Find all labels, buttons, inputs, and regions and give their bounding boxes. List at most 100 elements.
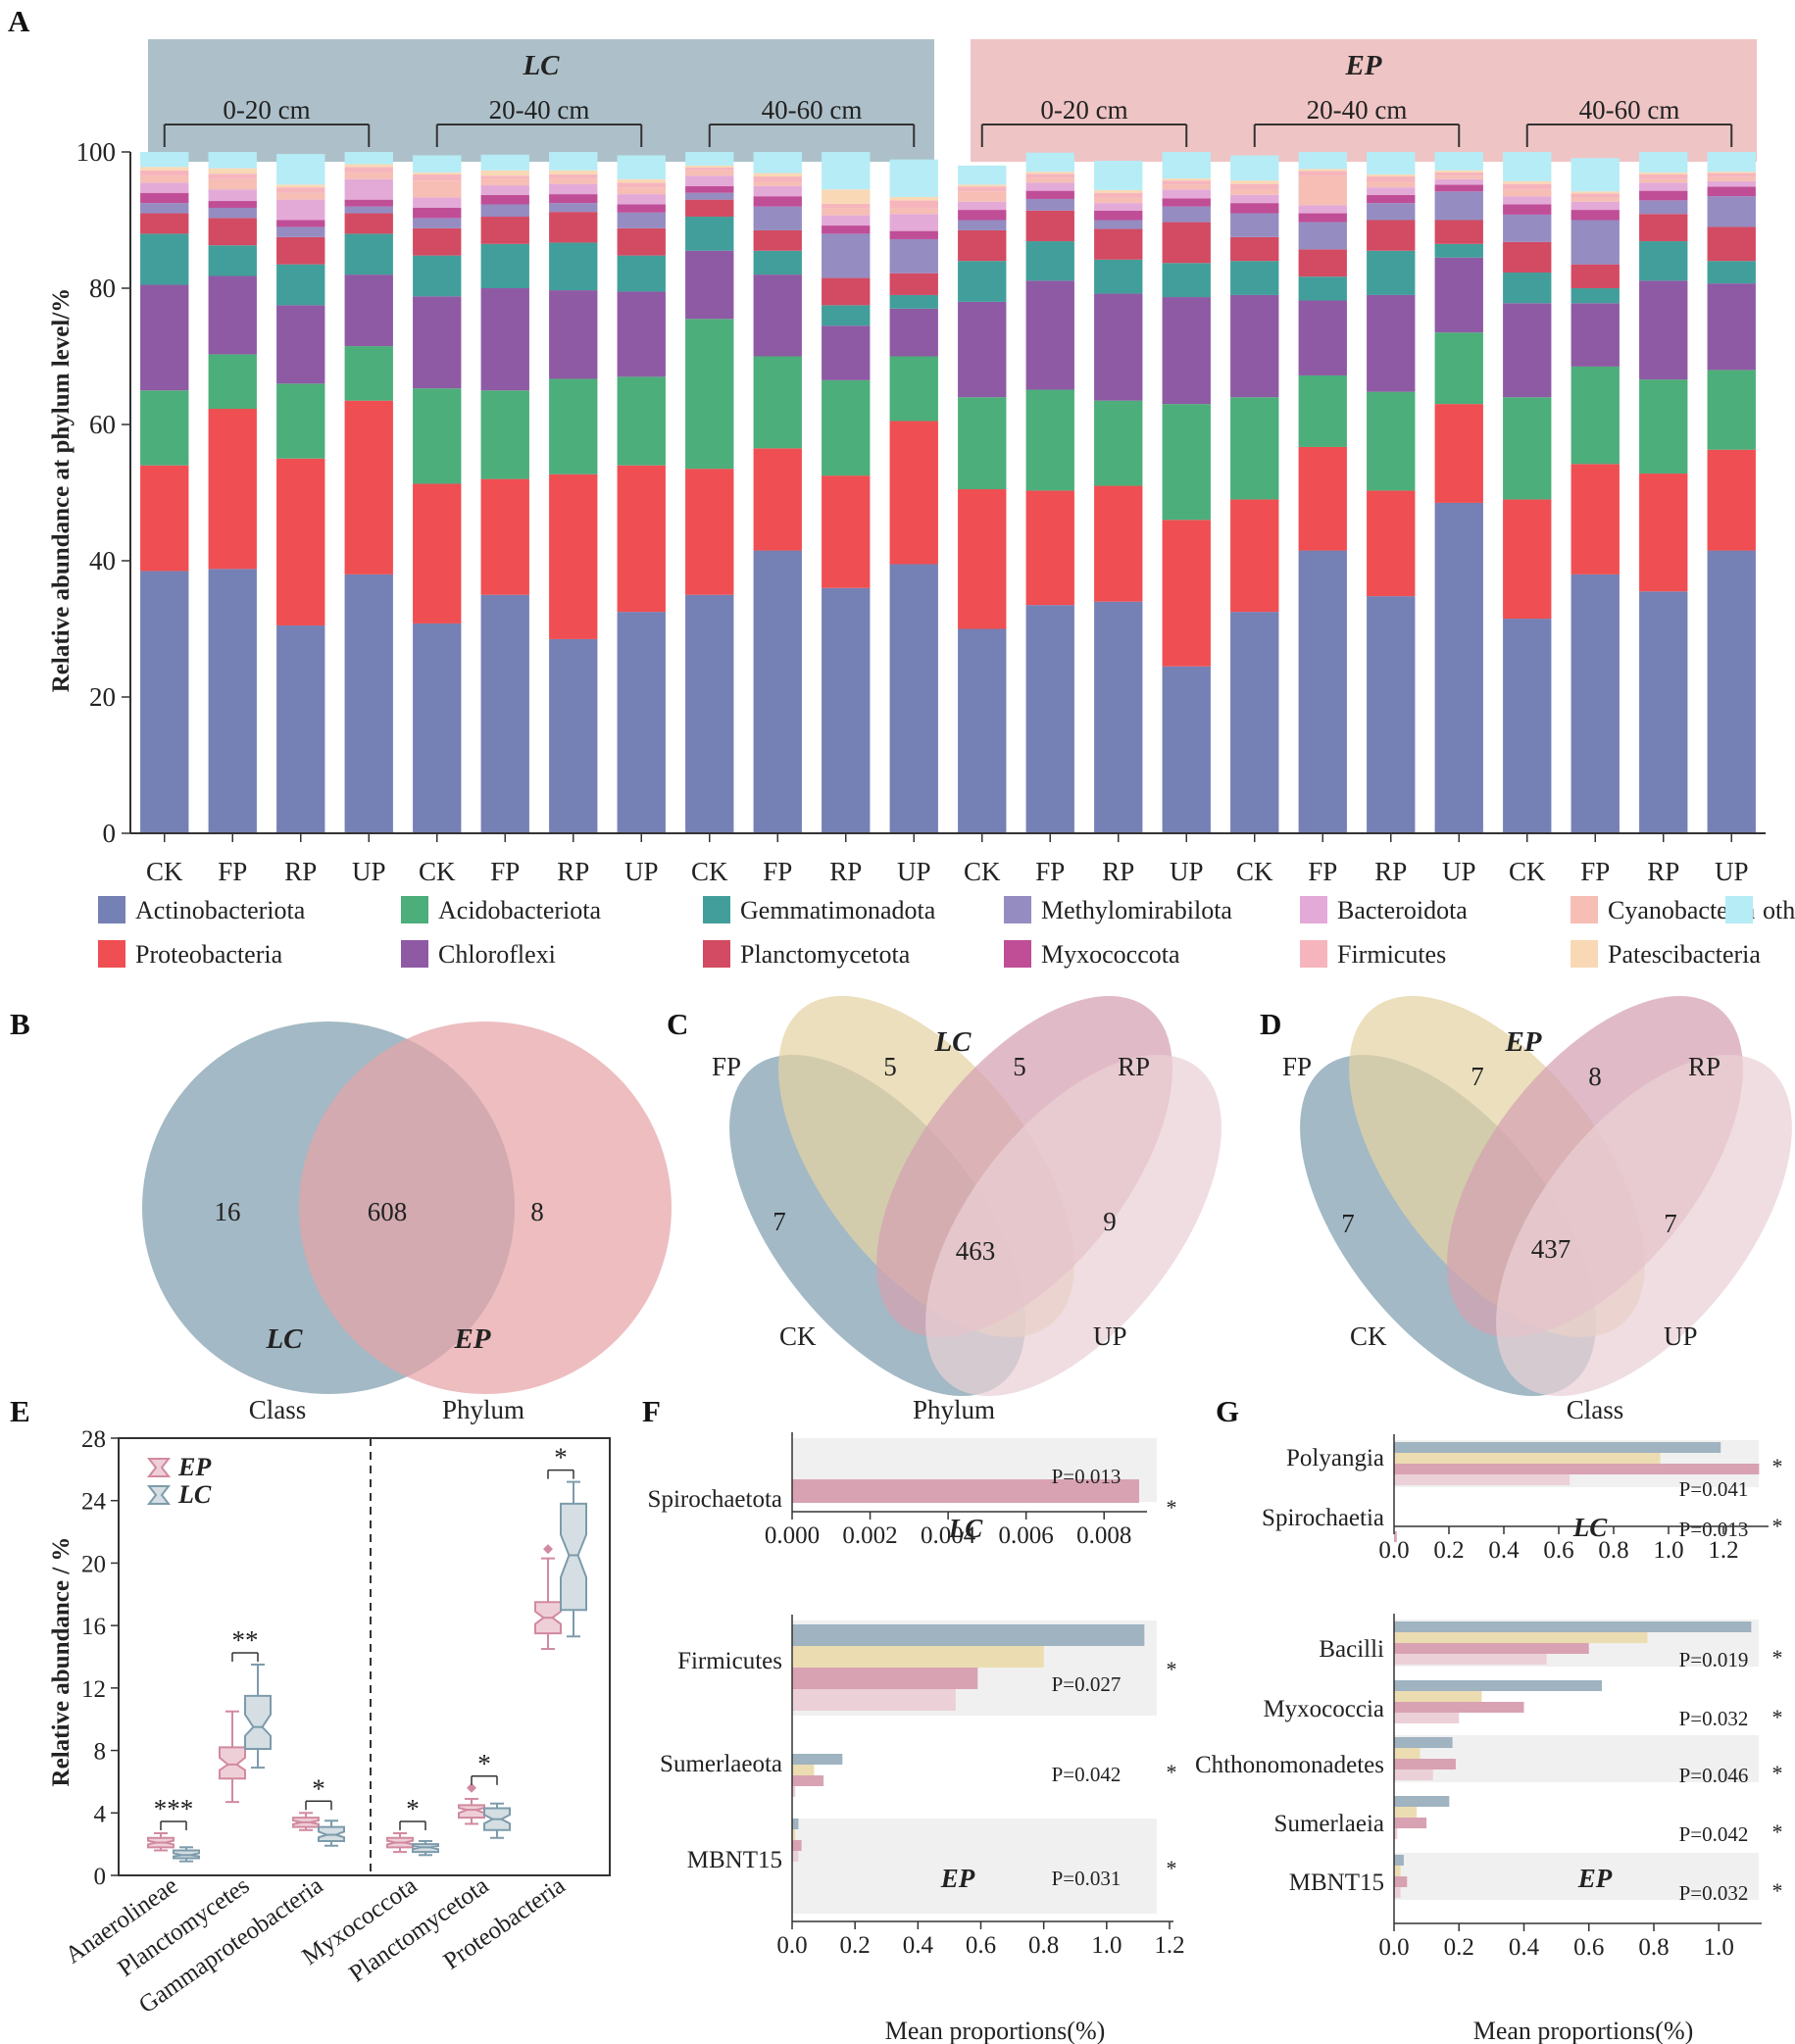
legend-label: Planctomycetota [740, 940, 911, 969]
legend-swatch [1004, 896, 1031, 923]
bar-segment [753, 448, 802, 551]
bar-segment [1025, 241, 1074, 281]
bar-segment [1571, 197, 1620, 202]
bar-segment [1707, 173, 1756, 177]
bar-segment [685, 152, 734, 166]
bar-segment [1434, 257, 1483, 333]
y-axis-label: Relative abundance at phylum level/% [48, 288, 75, 693]
venn-value: 437 [1531, 1234, 1571, 1264]
bar-segment [1025, 177, 1074, 183]
x-tick-label: RP [284, 857, 317, 886]
legend-label: EP [177, 1453, 212, 1481]
x-tick-label: CK [1236, 857, 1273, 886]
bar-segment [1434, 332, 1483, 405]
x-tick-label: 1.2 [1708, 1537, 1738, 1564]
bar-segment [140, 192, 189, 204]
x-tick-label: UP [352, 857, 386, 886]
bar-segment [1230, 261, 1279, 295]
bar-segment [1434, 152, 1483, 171]
category-label: MBNT15 [1289, 1870, 1384, 1896]
bar-segment [276, 625, 325, 833]
bar-segment [1025, 490, 1074, 606]
bar-segment [617, 182, 666, 188]
bar-segment [1298, 222, 1347, 250]
bar-segment [1230, 155, 1279, 181]
box-lc [560, 1502, 587, 1612]
panel-letter-e: E [10, 1394, 30, 1428]
bar-segment [1367, 203, 1416, 221]
sig-marker: * [1772, 1645, 1783, 1670]
legend-label: others [1763, 896, 1795, 924]
bar-segment [413, 227, 462, 256]
bar-segment [685, 165, 734, 168]
bar-segment [549, 183, 598, 195]
bar-segment [958, 261, 1007, 302]
bar-segment [276, 236, 325, 265]
bar-segment [1230, 183, 1279, 189]
p-value: P=0.042 [1679, 1822, 1749, 1846]
y-tick-label: 12 [81, 1676, 106, 1703]
bar-segment [685, 170, 734, 176]
bar-segment [344, 573, 393, 833]
bar-segment [344, 167, 393, 173]
x-tick-label: FP [763, 857, 792, 886]
row-shade [1394, 1853, 1759, 1900]
bar-segment [753, 176, 802, 182]
bar-segment [1025, 152, 1074, 173]
bar-segment [1503, 499, 1552, 620]
legend-swatch [146, 1485, 172, 1505]
bar-segment [549, 194, 598, 204]
sub-chart-label: EP [940, 1864, 975, 1893]
venn-value: 16 [215, 1197, 241, 1226]
legend-swatch [401, 896, 428, 923]
bar-segment [753, 173, 802, 177]
bar-segment [958, 184, 1007, 187]
bar [1394, 1531, 1397, 1542]
bar-segment [480, 390, 529, 479]
bar-segment [208, 168, 257, 174]
sig-marker: * [312, 1773, 325, 1803]
venn-value: 7 [1664, 1209, 1677, 1238]
bar-segment [344, 400, 393, 574]
bar-segment [889, 564, 938, 833]
venn-set-label: LC [265, 1323, 303, 1355]
bar-segment [1434, 220, 1483, 244]
bar [1394, 1748, 1421, 1759]
bar [792, 1851, 799, 1862]
x-tick-label: 0.0 [776, 1932, 807, 1959]
x-tick-label: FP [490, 857, 520, 886]
bar-segment [1639, 174, 1688, 179]
plot-frame [118, 1437, 611, 1876]
bar [1394, 1737, 1453, 1748]
p-value: P=0.032 [1679, 1881, 1749, 1905]
bar-segment [413, 197, 462, 208]
bar-segment [753, 196, 802, 207]
bar-segment [822, 189, 871, 204]
venn-value: 7 [773, 1207, 786, 1236]
bar-segment [1503, 204, 1552, 215]
bar-segment [1230, 294, 1279, 398]
x-tick-label: 0.8 [1598, 1537, 1628, 1564]
bar-segment [276, 226, 325, 237]
bar [1394, 1691, 1482, 1702]
bar-segment [276, 192, 325, 200]
bar-segment [685, 175, 734, 186]
bar-segment [549, 170, 598, 174]
bar-segment [276, 184, 325, 188]
bar-segment [1639, 178, 1688, 183]
panel-g-sub-lc: Polyangia P=0.041 * Spirochaetia P=0.013 * 0.0… [1262, 1434, 1783, 1564]
bar-segment [1230, 397, 1279, 500]
bar-segment [480, 288, 529, 391]
bar [1394, 1759, 1456, 1770]
bar-segment [617, 155, 666, 179]
depth-label: 0-20 cm [223, 95, 310, 125]
bar-segment [1503, 619, 1552, 833]
bar-segment [1571, 303, 1620, 367]
p-value: P=0.041 [1679, 1477, 1749, 1501]
panel-e-boxplot: Class Phylum 0 4 8 12 16 20 24 28 Relative abundan… [48, 1395, 611, 2019]
bar-segment [1025, 210, 1074, 242]
bar-segment [140, 233, 189, 285]
panel-letter-d: D [1260, 1007, 1281, 1041]
bar-segment [1298, 175, 1347, 206]
section-label: Phylum [442, 1395, 524, 1424]
